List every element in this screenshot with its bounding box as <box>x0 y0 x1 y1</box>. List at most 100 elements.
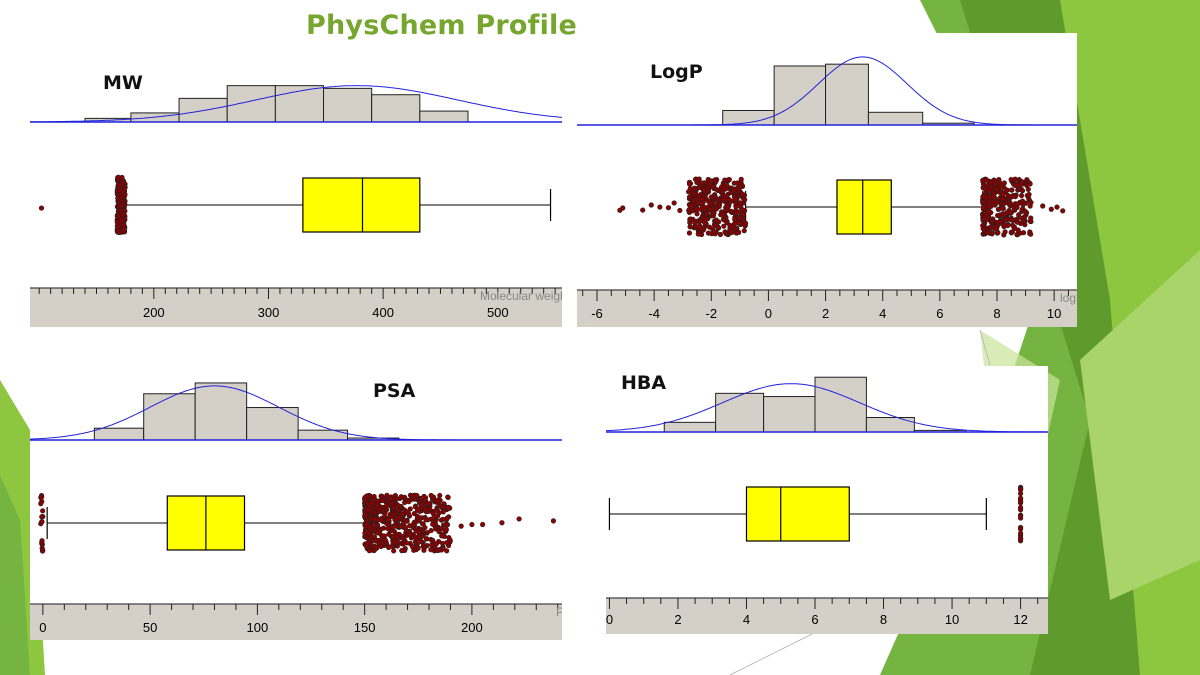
outlier-point <box>409 543 415 550</box>
outlier-point <box>984 229 990 236</box>
outlier-point <box>1005 222 1011 229</box>
outlier-point <box>407 506 413 512</box>
outlier-point <box>1009 229 1015 235</box>
outlier-point <box>686 194 693 200</box>
outlier-point <box>391 548 397 554</box>
outlier-point <box>985 187 991 193</box>
outlier-point <box>407 523 413 529</box>
outlier-point <box>516 516 522 522</box>
outlier-point <box>440 516 446 522</box>
outlier-point <box>1054 204 1060 210</box>
histogram-bar <box>143 393 196 441</box>
outlier-point <box>702 219 708 226</box>
outlier-point <box>691 185 698 191</box>
tick-label: 8 <box>880 612 887 627</box>
outlier-point <box>39 494 45 500</box>
outlier-point <box>677 207 683 214</box>
outlier-point <box>741 228 747 234</box>
outlier-point <box>396 515 402 521</box>
outlier-point <box>434 513 441 519</box>
outlier-point <box>1008 210 1014 216</box>
outlier-point <box>116 183 122 189</box>
outlier-point <box>372 538 379 544</box>
outlier-point <box>994 199 1000 205</box>
outlier-point <box>1009 194 1015 200</box>
outlier-point <box>980 199 986 205</box>
logp-chart-title: LogP <box>650 61 703 83</box>
outlier-point <box>708 178 714 184</box>
outlier-point <box>389 514 395 520</box>
tick-label: 12 <box>1013 612 1027 627</box>
outlier-point <box>1004 187 1010 193</box>
outlier-point <box>400 541 406 547</box>
outlier-point <box>436 529 442 535</box>
outlier-point <box>739 191 745 197</box>
axis-band <box>577 290 1077 327</box>
outlier-point <box>1027 218 1033 224</box>
outlier-point <box>437 492 443 499</box>
outlier-point <box>1022 213 1028 220</box>
outlier-point <box>1022 208 1028 214</box>
outlier-point <box>1009 187 1015 193</box>
outlier-point <box>993 186 999 192</box>
outlier-point <box>715 225 721 231</box>
histogram-bar <box>323 87 373 123</box>
histogram-bar <box>663 421 717 433</box>
outlier-point <box>1018 179 1025 185</box>
outlier-point <box>371 516 377 522</box>
outlier-point <box>1017 495 1024 501</box>
outlier-point <box>366 548 372 554</box>
outlier-point <box>39 519 45 525</box>
outlier-point <box>989 218 995 225</box>
outlier-point <box>429 537 436 544</box>
outlier-point <box>708 194 715 200</box>
iqr-box <box>836 179 892 235</box>
outlier-point <box>736 187 742 193</box>
outlier-point <box>382 538 388 544</box>
outlier-point <box>697 200 703 206</box>
outlier-point <box>499 520 505 526</box>
tick-label: 50 <box>143 620 157 635</box>
outlier-point <box>988 203 994 209</box>
outlier-point <box>698 206 704 212</box>
outlier-point <box>119 189 125 195</box>
tick-label: 10 <box>945 612 959 627</box>
hba-chart: 0 2 4 6 8 10 12 <box>606 376 1048 634</box>
outlier-point <box>726 177 732 183</box>
outlier-point <box>469 521 475 528</box>
outlier-point <box>406 499 412 505</box>
tick-label: 400 <box>372 305 394 320</box>
outlier-point <box>728 229 734 235</box>
tick-label: 2 <box>674 612 681 627</box>
outlier-point <box>1017 513 1024 519</box>
outlier-point <box>115 214 121 220</box>
outlier-point <box>742 197 748 203</box>
outlier-point <box>701 187 707 193</box>
outlier-point <box>386 531 392 537</box>
outlier-point <box>443 527 449 533</box>
outlier-point <box>378 543 384 550</box>
outlier-point <box>444 539 450 546</box>
outlier-point <box>399 548 405 554</box>
outlier-point <box>713 217 720 223</box>
outlier-point <box>440 545 446 552</box>
outlier-point <box>414 513 420 519</box>
outlier-point <box>997 183 1004 189</box>
x-axis-label: Molecular weight <box>480 289 562 303</box>
outlier-point <box>119 202 125 208</box>
outlier-point <box>992 181 999 187</box>
histogram-bar <box>419 110 469 123</box>
outlier-point <box>648 202 654 208</box>
slide-title: PhysChem Profile <box>306 10 577 41</box>
outlier-point <box>414 492 420 499</box>
outlier-point <box>711 229 717 235</box>
outlier-point <box>382 511 388 517</box>
histogram-bar <box>814 376 867 433</box>
outlier-point <box>726 196 732 202</box>
outlier-point <box>735 220 742 226</box>
outlier-point <box>1060 208 1066 214</box>
axis-band <box>30 288 562 327</box>
outlier-point <box>446 504 452 510</box>
normal-curve <box>30 85 562 123</box>
outlier-point <box>980 204 987 210</box>
